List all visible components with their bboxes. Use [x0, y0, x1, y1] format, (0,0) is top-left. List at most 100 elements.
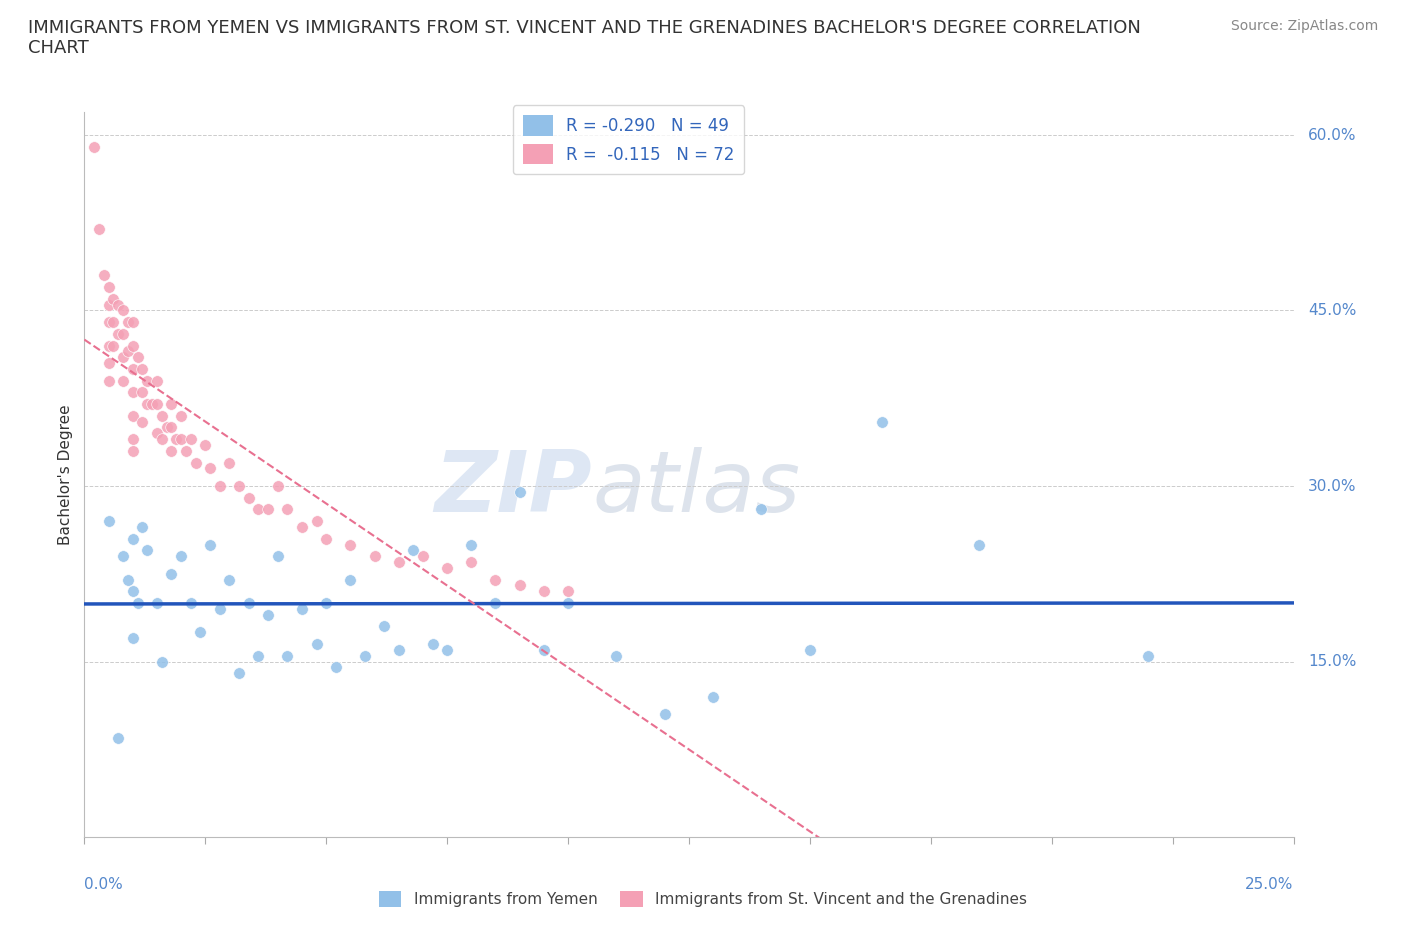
Point	[150, 408, 173, 423]
Point	[160, 444, 183, 458]
Legend: Immigrants from Yemen, Immigrants from St. Vincent and the Grenadines: Immigrants from Yemen, Immigrants from S…	[373, 884, 1033, 913]
Point	[184, 455, 207, 470]
Point	[146, 426, 169, 441]
Point	[150, 432, 173, 446]
Point	[160, 420, 183, 435]
Point	[228, 479, 250, 494]
Text: 15.0%: 15.0%	[1308, 654, 1357, 669]
Point	[276, 648, 298, 663]
Text: ZIP: ZIP	[434, 447, 592, 530]
Point	[238, 595, 260, 610]
Point	[267, 549, 290, 564]
Point	[93, 268, 115, 283]
Point	[97, 298, 120, 312]
Point	[190, 625, 212, 640]
Point	[97, 280, 120, 295]
Point	[257, 502, 280, 517]
Point	[180, 432, 202, 446]
Point	[194, 438, 217, 453]
Text: 0.0%: 0.0%	[84, 877, 124, 892]
Point	[180, 595, 202, 610]
Point	[174, 444, 197, 458]
Point	[83, 140, 105, 154]
Point	[131, 385, 153, 400]
Point	[97, 339, 120, 353]
Point	[557, 584, 579, 599]
Point	[112, 350, 135, 365]
Text: 25.0%: 25.0%	[1246, 877, 1294, 892]
Point	[121, 408, 143, 423]
Point	[127, 595, 149, 610]
Point	[136, 543, 159, 558]
Point	[315, 531, 337, 546]
Point	[218, 455, 240, 470]
Point	[121, 631, 143, 645]
Point	[170, 408, 193, 423]
Point	[388, 643, 411, 658]
Point	[165, 432, 187, 446]
Point	[247, 648, 270, 663]
Point	[155, 420, 177, 435]
Point	[315, 595, 337, 610]
Point	[654, 707, 676, 722]
Point	[146, 595, 169, 610]
Point	[967, 537, 990, 551]
Point	[198, 537, 221, 551]
Point	[354, 648, 377, 663]
Point	[325, 660, 347, 675]
Text: IMMIGRANTS FROM YEMEN VS IMMIGRANTS FROM ST. VINCENT AND THE GRENADINES BACHELOR: IMMIGRANTS FROM YEMEN VS IMMIGRANTS FROM…	[28, 19, 1142, 58]
Point	[1137, 648, 1160, 663]
Point	[198, 461, 221, 476]
Point	[112, 373, 135, 388]
Point	[136, 373, 159, 388]
Point	[872, 414, 894, 429]
Point	[131, 520, 153, 535]
Point	[121, 339, 143, 353]
Text: 30.0%: 30.0%	[1308, 479, 1357, 494]
Point	[170, 432, 193, 446]
Point	[127, 350, 149, 365]
Point	[103, 291, 125, 306]
Point	[117, 314, 139, 329]
Point	[121, 314, 143, 329]
Point	[146, 373, 169, 388]
Point	[509, 485, 531, 499]
Point	[103, 314, 125, 329]
Point	[208, 479, 231, 494]
Point	[533, 643, 555, 658]
Point	[136, 397, 159, 412]
Point	[150, 654, 173, 669]
Point	[121, 432, 143, 446]
Point	[276, 502, 298, 517]
Legend: R = -0.290   N = 49, R =  -0.115   N = 72: R = -0.290 N = 49, R = -0.115 N = 72	[513, 105, 744, 175]
Point	[121, 584, 143, 599]
Point	[160, 397, 183, 412]
Point	[170, 549, 193, 564]
Point	[436, 561, 458, 576]
Point	[97, 355, 120, 370]
Point	[460, 537, 482, 551]
Y-axis label: Bachelor's Degree: Bachelor's Degree	[58, 404, 73, 545]
Text: atlas: atlas	[592, 447, 800, 530]
Point	[121, 362, 143, 377]
Point	[208, 602, 231, 617]
Point	[422, 636, 444, 651]
Point	[112, 549, 135, 564]
Point	[131, 362, 153, 377]
Point	[112, 303, 135, 318]
Point	[363, 549, 385, 564]
Point	[339, 572, 361, 587]
Point	[107, 298, 129, 312]
Point	[141, 397, 163, 412]
Point	[291, 602, 314, 617]
Point	[218, 572, 240, 587]
Point	[117, 344, 139, 359]
Point	[373, 619, 395, 634]
Point	[107, 326, 129, 341]
Point	[412, 549, 434, 564]
Point	[799, 643, 821, 658]
Point	[97, 513, 120, 528]
Text: 45.0%: 45.0%	[1308, 303, 1357, 318]
Text: 60.0%: 60.0%	[1308, 127, 1357, 142]
Point	[509, 578, 531, 593]
